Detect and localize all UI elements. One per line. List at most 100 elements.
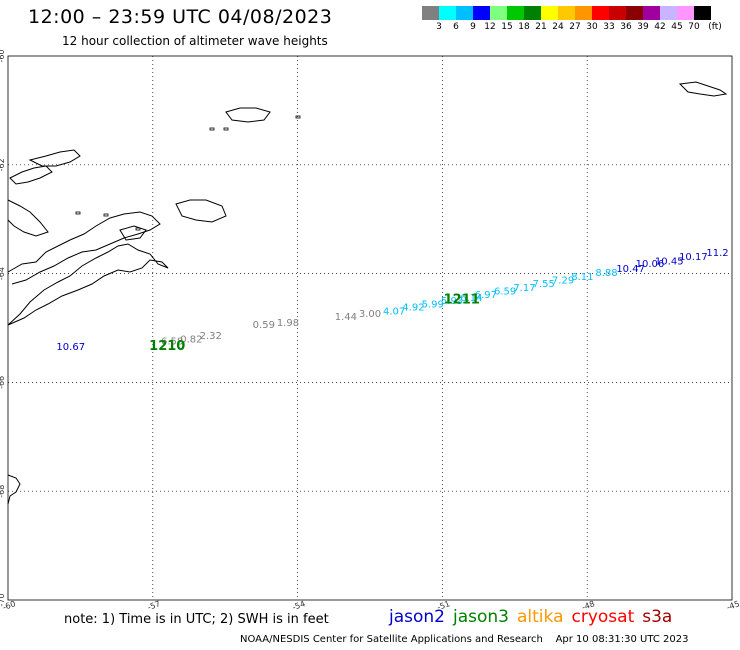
wave-height-value: 1.44 [335, 312, 357, 323]
coastline [28, 149, 81, 167]
lon-label: -57 [146, 599, 161, 612]
wave-height-value: 2.32 [200, 331, 222, 342]
lon-label: -48 [581, 599, 596, 612]
lat-label: -66 [0, 376, 6, 389]
coastline [9, 165, 53, 185]
scale-swatch [456, 6, 473, 20]
note-text: note: 1) Time is in UTC; 2) SWH is in fe… [64, 612, 329, 627]
wave-height-value: 5.99 [422, 299, 444, 310]
coastline [7, 243, 169, 326]
scale-swatch [473, 6, 490, 20]
scale-tick-label: 3 [436, 22, 442, 32]
scale-tick-label: 33 [603, 22, 615, 32]
scale-tick-label: 36 [620, 22, 632, 32]
island [295, 115, 301, 119]
scale-tick-label: 6 [453, 22, 459, 32]
scale-tick-label: 15 [501, 22, 513, 32]
island [135, 227, 141, 231]
satellite-jason3: jason3 [453, 607, 509, 627]
scale-swatch [507, 6, 524, 20]
wave-height-value: 10.06 [636, 259, 665, 270]
coastline [7, 211, 161, 285]
wave-height-value: 0.59 [253, 320, 275, 331]
scale-swatch [592, 6, 609, 20]
wave-height-value: 6.58 [161, 336, 183, 347]
wave-height-value: 3.00 [359, 309, 381, 320]
scale-tick-label: 21 [535, 22, 547, 32]
footer-credit: NOAA/NESDIS Center for Satellite Applica… [240, 634, 689, 645]
pass-time-label: 1210 [149, 339, 185, 354]
scale-swatch [643, 6, 660, 20]
scale-tick-label: 27 [569, 22, 581, 32]
lon-label: -45 [725, 599, 740, 612]
satellite-cryosat: cryosat [571, 607, 635, 627]
wave-height-value: 6.59 [494, 286, 516, 297]
pass-time-label: 1211 [444, 293, 480, 308]
scale-swatch [558, 6, 575, 20]
wave-height-value: 1.98 [277, 318, 299, 329]
wave-height-value: 7.17 [513, 283, 535, 294]
map-subtitle: 12 hour collection of altimeter wave hei… [62, 34, 328, 48]
scale-swatch [626, 6, 643, 20]
lat-label: -68 [0, 485, 6, 498]
lon-label: -51 [436, 599, 451, 612]
scale-swatch [439, 6, 456, 20]
lon-label: -60 [1, 599, 16, 612]
scale-swatch [541, 6, 558, 20]
lat-label: -60 [0, 49, 6, 62]
scale-tick-label: 24 [552, 22, 564, 32]
lat-label: -64 [0, 267, 6, 280]
wave-height-value: 8.11 [571, 272, 593, 283]
wave-height-value: 11.2 [706, 248, 728, 259]
wave-height-value: 8.88 [595, 268, 617, 279]
map-title: 12:00 – 23:59 UTC 04/08/2023 [28, 6, 333, 28]
wave-height-value: 6.14 [460, 293, 482, 304]
coastline [225, 107, 271, 123]
scale-tick-label: 42 [654, 22, 666, 32]
wave-height-value: 10.67 [56, 342, 85, 353]
scale-swatch [609, 6, 626, 20]
wave-height-value: 10.17 [679, 252, 708, 263]
scale-tick-label: 39 [637, 22, 649, 32]
wave-height-value: 0.82 [180, 335, 202, 346]
lon-label: -54 [291, 599, 306, 612]
satellite-s3a: s3a [642, 607, 673, 627]
scale-tick-label: 18 [518, 22, 530, 32]
wave-height-value: 7.29 [552, 275, 574, 286]
lat-label: -62 [0, 158, 6, 171]
scale-tick-label: 9 [470, 22, 476, 32]
scale-tick-label: 45 [671, 22, 683, 32]
wave-height-value: 6.97 [475, 290, 497, 301]
lat-label: -70 [0, 593, 6, 606]
scale-swatch [422, 6, 439, 20]
scale-unit-label: (ft) [708, 22, 722, 32]
map-frame [7, 55, 733, 601]
scale-swatch [575, 6, 592, 20]
scale-swatch [524, 6, 541, 20]
footer-timestamp: Apr 10 08:31:30 UTC 2023 [555, 634, 689, 645]
satellite-jason2: jason2 [389, 607, 445, 627]
footer-org: NOAA/NESDIS Center for Satellite Applica… [240, 634, 543, 645]
satellite-altika: altika [517, 607, 564, 627]
wave-height-value: 4.92 [402, 303, 424, 314]
island [103, 213, 109, 217]
wave-height-value: 7.55 [533, 279, 555, 290]
wave-height-value: 10.47 [616, 264, 645, 275]
scale-swatch [694, 6, 711, 20]
island [223, 127, 229, 131]
scale-tick-label: 12 [484, 22, 496, 32]
wave-height-value: 4.07 [383, 306, 405, 317]
coastline [175, 199, 227, 223]
scale-tick-label: 70 [688, 22, 700, 32]
island [75, 211, 81, 215]
coastline [119, 225, 147, 241]
scale-swatch [490, 6, 507, 20]
coastline [7, 474, 21, 505]
coastline [678, 81, 728, 97]
scale-tick-label: 30 [586, 22, 598, 32]
satellite-legend: jason2 jason3 altika cryosat s3a [389, 607, 680, 627]
scale-swatch [660, 6, 677, 20]
island [209, 127, 215, 131]
scale-swatch [677, 6, 694, 20]
